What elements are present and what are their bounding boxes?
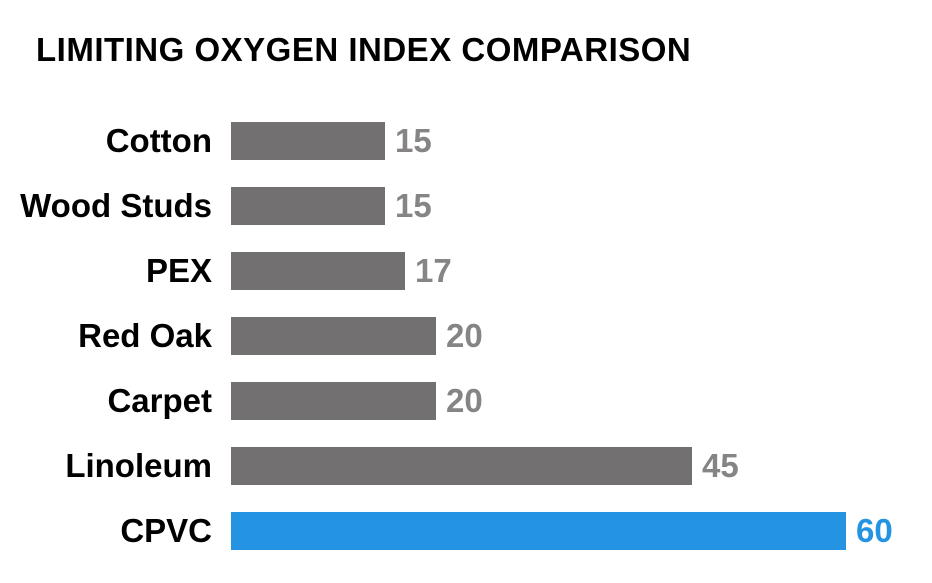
value-label: 15 (395, 187, 432, 224)
bar-row-carpet: Carpet 20 (0, 382, 932, 420)
category-label: Wood Studs (20, 187, 212, 224)
bar (231, 252, 405, 290)
value-label: 17 (415, 252, 452, 289)
chart-title: LIMITING OXYGEN INDEX COMPARISON (36, 31, 692, 68)
bar-row-pex: PEX 17 (0, 252, 932, 290)
bar (231, 122, 385, 160)
category-label: Carpet (107, 382, 212, 419)
category-label: Linoleum (65, 447, 212, 484)
value-label: 20 (446, 317, 483, 354)
category-label: Red Oak (78, 317, 212, 354)
bar (231, 187, 385, 225)
value-label: 45 (702, 447, 739, 484)
bar-row-wood-studs: Wood Studs 15 (0, 187, 932, 225)
bar (231, 382, 436, 420)
value-label: 20 (446, 382, 483, 419)
category-label: Cotton (105, 122, 212, 159)
value-label: 60 (856, 512, 893, 549)
value-label: 15 (395, 122, 432, 159)
category-label: PEX (145, 252, 212, 289)
bar-row-red-oak: Red Oak 20 (0, 317, 932, 355)
bar-highlight (231, 512, 846, 550)
bar-row-cotton: Cotton 15 (0, 122, 932, 160)
bar-row-cpvc: CPVC 60 (0, 512, 932, 550)
category-label: CPVC (120, 512, 212, 549)
bar-rows-container: Cotton 15 Wood Studs 15 PEX 17 Red Oak 20 Carpet… (0, 122, 932, 577)
bar (231, 317, 436, 355)
bar (231, 447, 692, 485)
bar-row-linoleum: Linoleum 45 (0, 447, 932, 485)
